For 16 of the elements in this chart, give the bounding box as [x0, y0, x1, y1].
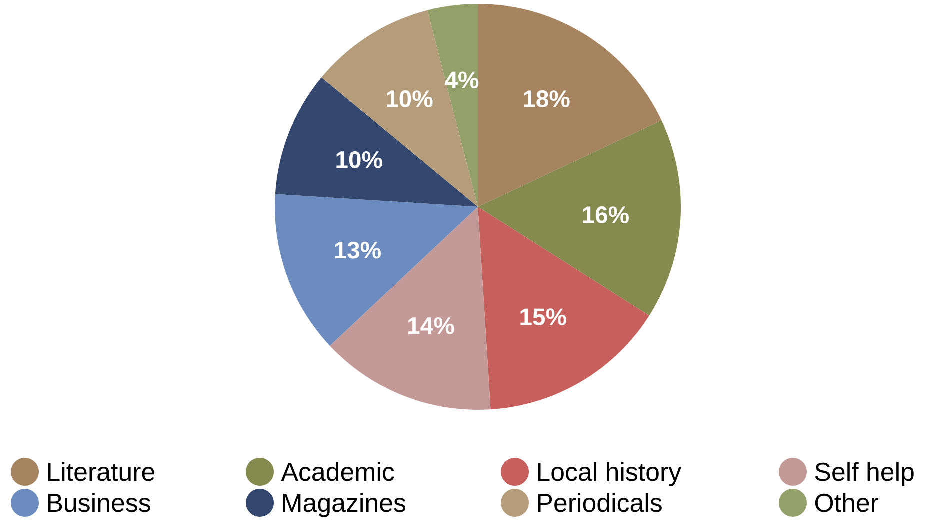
data-label: 10% — [387, 90, 433, 108]
legend-label: Literature — [48, 462, 154, 482]
data-label: 13% — [335, 242, 381, 259]
legend-label: Local history — [538, 462, 682, 486]
legend-label: Self help — [815, 462, 914, 486]
legend-label: Academic — [281, 462, 394, 482]
legend-label: Magazines — [283, 493, 406, 518]
data-label: 4% — [445, 72, 479, 89]
data-label: 10% — [336, 151, 382, 168]
legend-label: Business — [48, 493, 150, 512]
data-label: 14% — [408, 317, 454, 334]
data-label: 18% — [524, 90, 570, 108]
data-label: 15% — [520, 308, 566, 326]
legend-label: Other — [815, 493, 879, 512]
legend-label: Periodicals — [538, 493, 662, 512]
data-label: 16% — [583, 206, 629, 224]
